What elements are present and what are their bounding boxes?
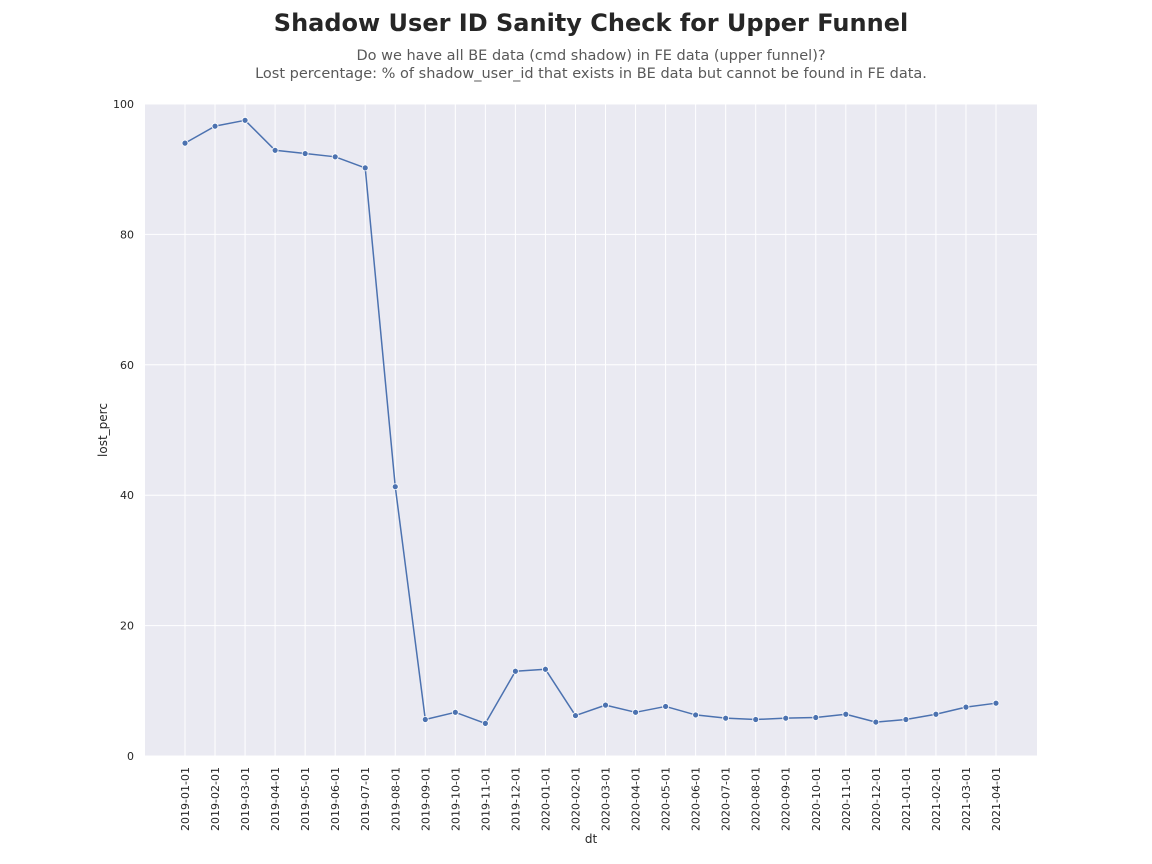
x-tick-label: 2020-03-01: [600, 767, 613, 831]
data-point: [782, 714, 790, 722]
x-tick-label: 2019-08-01: [389, 767, 402, 831]
y-tick-label: 80: [120, 228, 134, 241]
x-tick-label: 2020-06-01: [690, 767, 703, 831]
x-tick-label: 2021-01-01: [900, 767, 913, 831]
x-tick-label: 2021-02-01: [930, 767, 943, 831]
data-point: [331, 153, 339, 161]
grid-lines: [145, 103, 1037, 757]
x-tick-label: 2020-04-01: [630, 767, 643, 831]
x-axis-label: dt: [585, 832, 598, 846]
x-tick-label: 2020-08-01: [750, 767, 763, 831]
data-point: [542, 665, 549, 673]
data-point: [902, 716, 910, 723]
x-tick-label: 2020-02-01: [569, 767, 582, 831]
x-tick-label: 2019-05-01: [299, 767, 312, 831]
y-tick-label: 100: [113, 98, 134, 111]
x-tick-label: 2020-01-01: [539, 767, 552, 831]
y-tick-label: 0: [127, 750, 134, 763]
data-point: [241, 116, 249, 124]
x-tick-label: 2020-11-01: [840, 767, 853, 831]
x-tick-label: 2021-03-01: [960, 767, 973, 831]
plot-area: [145, 104, 1037, 756]
x-tick-label: 2019-10-01: [449, 767, 462, 831]
data-point: [722, 714, 730, 722]
subtitle-line-2: Lost percentage: % of shadow_user_id tha…: [255, 65, 927, 82]
data-point: [692, 711, 700, 719]
x-axis-ticks: 2019-01-01 2019-02-01 2019-03-01 2019-04-01…: [179, 767, 1003, 831]
y-tick-label: 20: [120, 620, 134, 633]
data-point: [632, 708, 639, 716]
y-tick-label: 40: [120, 489, 134, 502]
series-line: [184, 119, 997, 725]
chart-subtitle: Do we have all BE data (cmd shadow) in F…: [0, 48, 1152, 83]
data-point: [842, 710, 850, 718]
y-axis-label: lost_perc: [96, 403, 110, 457]
y-tick-label: 60: [120, 359, 134, 372]
data-points: [181, 116, 1000, 727]
x-tick-label: 2021-04-01: [990, 767, 1003, 831]
x-tick-label: 2020-12-01: [870, 767, 883, 831]
data-point: [932, 710, 940, 718]
x-tick-label: 2019-01-01: [179, 767, 192, 831]
x-tick-label: 2019-07-01: [359, 767, 372, 831]
x-tick-label: 2019-04-01: [269, 767, 282, 831]
subtitle-line-1: Do we have all BE data (cmd shadow) in F…: [356, 48, 826, 64]
data-point: [812, 714, 820, 721]
x-tick-label: 2019-06-01: [329, 767, 342, 831]
data-point: [962, 703, 970, 711]
data-point: [752, 716, 760, 723]
x-tick-label: 2020-09-01: [780, 767, 793, 831]
x-tick-label: 2019-09-01: [419, 767, 432, 831]
data-point: [992, 699, 1000, 707]
data-point: [181, 139, 189, 147]
x-tick-label: 2019-12-01: [509, 767, 522, 831]
data-point: [662, 703, 669, 710]
data-point: [602, 701, 609, 709]
chart-title: Shadow User ID Sanity Check for Upper Fu…: [273, 9, 909, 37]
data-point: [301, 150, 309, 157]
x-tick-label: 2020-05-01: [660, 767, 673, 831]
data-point: [211, 122, 219, 130]
data-point: [421, 716, 429, 723]
data-point: [572, 712, 579, 719]
x-tick-label: 2019-03-01: [239, 767, 252, 831]
data-point: [361, 164, 369, 172]
data-point: [512, 667, 519, 675]
x-tick-label: 2019-02-01: [209, 767, 222, 831]
data-point: [391, 483, 399, 491]
data-point: [481, 720, 489, 727]
x-tick-label: 2019-11-01: [479, 767, 492, 831]
data-point: [271, 146, 279, 154]
y-axis-ticks: 0 20 40 60 80 100: [113, 98, 134, 763]
x-tick-label: 2020-10-01: [810, 767, 823, 831]
data-point: [872, 718, 880, 726]
x-tick-label: 2020-07-01: [720, 767, 733, 831]
data-point: [451, 708, 459, 716]
